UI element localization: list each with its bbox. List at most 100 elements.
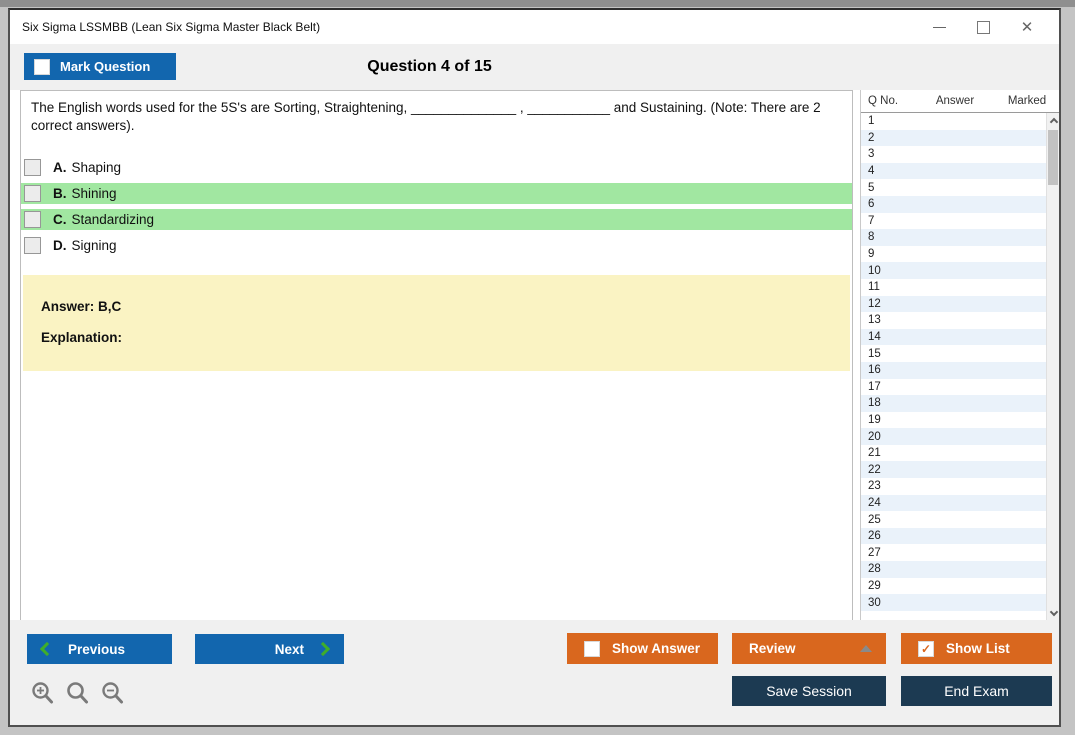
chevron-up-icon	[860, 645, 872, 652]
q-no-cell: 11	[868, 281, 880, 294]
option-a-checkbox[interactable]	[24, 159, 41, 176]
mark-question-button[interactable]: Mark Question	[24, 53, 176, 80]
q-no-cell: 23	[868, 480, 881, 493]
save-session-label: Save Session	[766, 683, 852, 699]
question-list-row[interactable]: 18	[861, 395, 1046, 412]
question-list-header: Q No. Answer Marked	[861, 90, 1059, 113]
zoom-in-button[interactable]	[30, 680, 56, 708]
question-list-row[interactable]: 1	[861, 113, 1046, 130]
question-list-row[interactable]: 21	[861, 445, 1046, 462]
close-button[interactable]: ✕	[1005, 14, 1049, 40]
show-answer-checkbox-icon[interactable]	[584, 640, 600, 657]
question-list-row[interactable]: 6	[861, 195, 1046, 213]
header-answer: Answer	[935, 95, 975, 107]
content-area: The English words used for the 5S's are …	[10, 90, 1059, 623]
question-list-row[interactable]: 30	[861, 594, 1046, 611]
option-d-checkbox[interactable]	[24, 237, 41, 254]
question-list-row[interactable]: 9	[861, 246, 1046, 263]
question-list-scrollbar[interactable]	[1046, 113, 1059, 621]
minimize-button[interactable]	[917, 14, 961, 40]
question-list-row[interactable]: 4	[861, 162, 1046, 180]
question-list-row[interactable]: 20	[861, 428, 1046, 445]
zoom-toolbar	[30, 680, 126, 708]
scrollbar-up-icon	[1049, 117, 1058, 127]
q-no-cell: 27	[868, 546, 881, 559]
question-list-rows: 1 2 3 4 5 6 7 8 9 10 11 12 13 14 15 16 17 18 19 20 21 22 23 24 2…	[861, 113, 1046, 621]
q-no-cell: 28	[868, 563, 881, 576]
question-list-row[interactable]: 7	[861, 213, 1046, 230]
q-no-cell: 13	[868, 314, 881, 327]
review-dropdown-button[interactable]: Review	[732, 633, 886, 664]
question-list-row[interactable]: 24	[861, 494, 1046, 512]
save-session-button[interactable]: Save Session	[732, 676, 886, 706]
zoom-out-icon	[102, 682, 123, 704]
question-list-row[interactable]: 25	[861, 511, 1046, 528]
question-list-row[interactable]: 16	[861, 361, 1046, 379]
q-no-cell: 22	[868, 463, 881, 476]
answer-option-c[interactable]: C. Standardizing	[21, 209, 852, 230]
zoom-out-button[interactable]	[100, 680, 126, 708]
q-no-cell: 30	[868, 596, 881, 609]
question-list-row[interactable]: 13	[861, 312, 1046, 329]
question-list-row[interactable]: 15	[861, 345, 1046, 362]
next-button[interactable]: Next	[195, 634, 344, 664]
q-no-cell: 16	[868, 364, 881, 377]
question-list-row[interactable]: 12	[861, 295, 1046, 313]
zoom-reset-button[interactable]	[65, 680, 91, 708]
mark-question-checkbox-icon[interactable]	[34, 58, 50, 75]
question-text: The English words used for the 5S's are …	[31, 100, 821, 133]
question-list-row[interactable]: 14	[861, 328, 1046, 346]
header-marked: Marked	[1007, 95, 1047, 107]
question-list-row[interactable]: 11	[861, 279, 1046, 296]
q-no-cell: 1	[868, 115, 875, 128]
question-list-row[interactable]: 22	[861, 461, 1046, 479]
question-list-row[interactable]: 26	[861, 527, 1046, 545]
option-a-letter: A.	[53, 160, 67, 175]
question-list-row[interactable]: 17	[861, 379, 1046, 396]
show-list-button[interactable]: ✓ Show List	[901, 633, 1052, 664]
question-list-row[interactable]: 19	[861, 412, 1046, 429]
q-no-cell: 3	[868, 148, 875, 161]
chevron-right-icon	[315, 641, 331, 657]
magnifier-icon	[67, 682, 88, 704]
option-c-checkbox[interactable]	[24, 211, 41, 228]
question-list-row[interactable]: 10	[861, 262, 1046, 279]
end-exam-button[interactable]: End Exam	[901, 676, 1052, 706]
option-d-label: Signing	[71, 238, 117, 253]
previous-button[interactable]: Previous	[27, 634, 172, 664]
question-list-row[interactable]: 3	[861, 146, 1046, 163]
q-no-cell: 25	[868, 513, 881, 526]
scrollbar-down-button[interactable]	[1047, 606, 1060, 621]
q-no-cell: 21	[868, 447, 881, 460]
show-answer-button[interactable]: Show Answer	[567, 633, 718, 664]
window-controls: ✕	[917, 14, 1059, 40]
option-b-label: Shining	[71, 186, 117, 201]
q-no-cell: 24	[868, 496, 881, 509]
scrollbar-up-button[interactable]	[1047, 113, 1060, 128]
question-list-row[interactable]: 2	[861, 129, 1046, 147]
q-no-cell: 6	[868, 198, 875, 211]
question-list-row[interactable]: 27	[861, 544, 1046, 561]
answer-option-d[interactable]: D. Signing	[21, 235, 852, 256]
question-list-row[interactable]: 8	[861, 229, 1046, 246]
q-no-cell: 10	[868, 264, 881, 277]
show-list-label: Show List	[946, 641, 1010, 656]
question-list-row[interactable]: 29	[861, 578, 1046, 595]
answer-option-a[interactable]: A. Shaping	[21, 157, 852, 178]
maximize-button[interactable]	[961, 14, 1005, 40]
answer-explanation-box: Answer: B,C Explanation:	[23, 275, 850, 371]
header-strip: Mark Question Question 4 of 15	[10, 44, 1059, 90]
question-list-row[interactable]: 28	[861, 561, 1046, 578]
option-c-letter: C.	[53, 212, 67, 227]
question-list-row[interactable]: 5	[861, 179, 1046, 196]
option-b-letter: B.	[53, 186, 67, 201]
answer-option-b[interactable]: B. Shining	[21, 183, 852, 204]
show-list-checkbox-icon[interactable]: ✓	[918, 640, 934, 657]
next-label: Next	[274, 641, 304, 657]
scrollbar-thumb[interactable]	[1048, 130, 1058, 185]
option-b-checkbox[interactable]	[24, 185, 41, 202]
question-list-row[interactable]: 23	[861, 478, 1046, 495]
end-exam-label: End Exam	[944, 683, 1009, 699]
q-no-cell: 2	[868, 131, 875, 144]
